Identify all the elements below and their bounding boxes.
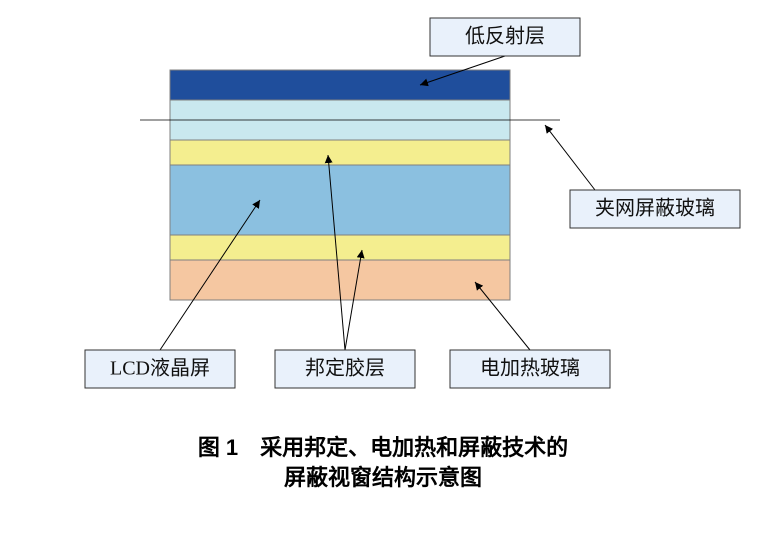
layer-stack — [170, 70, 510, 300]
layer-bond_lower — [170, 235, 510, 260]
caption-line-1: 图 1 采用邦定、电加热和屏蔽技术的 — [198, 435, 568, 460]
label-text-heater: 电加热玻璃 — [480, 357, 580, 380]
label-lcd: LCD液晶屏 — [85, 350, 235, 388]
label-bond: 邦定胶层 — [275, 350, 415, 388]
label-text-lcd: LCD液晶屏 — [110, 357, 210, 380]
label-text-low_reflection: 低反射层 — [465, 25, 545, 48]
label-heater: 电加热玻璃 — [450, 350, 610, 388]
arrow-wire_mesh — [545, 125, 595, 190]
label-text-wire_mesh: 夹网屏蔽玻璃 — [595, 197, 715, 220]
label-low_reflection: 低反射层 — [430, 18, 580, 56]
figure-caption: 图 1 采用邦定、电加热和屏蔽技术的屏蔽视窗结构示意图 — [198, 435, 568, 490]
label-text-bond: 邦定胶层 — [305, 357, 385, 380]
label-wire_mesh: 夹网屏蔽玻璃 — [570, 190, 740, 228]
layer-bond_upper — [170, 140, 510, 165]
layer-lcd — [170, 165, 510, 235]
layer-low_reflection — [170, 70, 510, 100]
caption-line-2: 屏蔽视窗结构示意图 — [284, 465, 482, 490]
